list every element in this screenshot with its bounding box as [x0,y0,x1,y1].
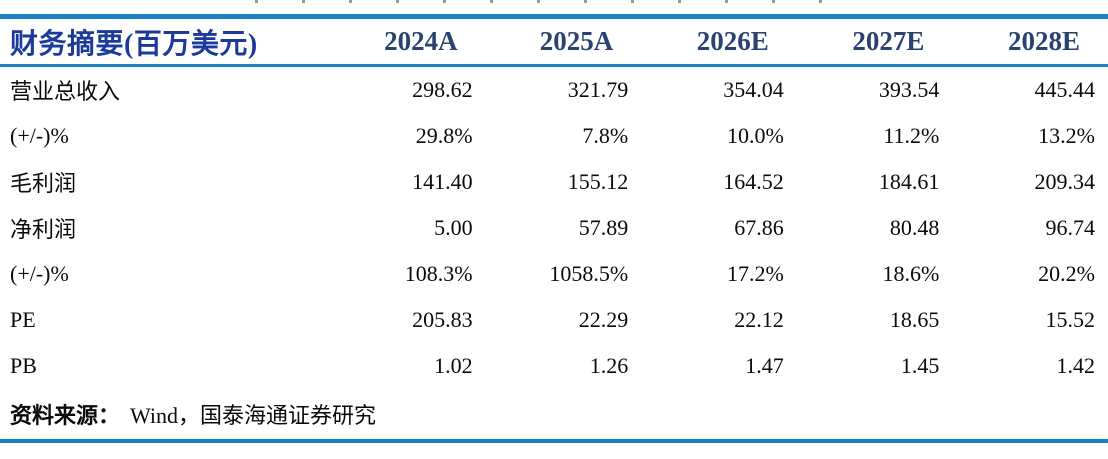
row-label: 营业总收入 [10,79,121,104]
cell-value: 7.8% [582,123,629,148]
row-label: PB [10,353,37,378]
clipped-text-remnant [0,0,1108,14]
table-row-gross-profit: 毛利润 141.40 155.12 164.52 184.61 209.34 [0,159,1108,205]
cell-value: 164.52 [723,169,784,194]
row-label: 毛利润 [10,171,77,196]
cell-value: 354.04 [723,77,784,102]
cell-value: 18.6% [882,261,940,286]
table-row-pe: PE 205.83 22.29 22.12 18.65 15.52 [0,297,1108,343]
table-row-revenue-growth: (+/-)% 29.8% 7.8% 10.0% 11.2% 13.2% [0,113,1108,159]
row-label: 净利润 [10,217,77,242]
cell-value: 321.79 [567,77,629,102]
cell-value: 67.86 [734,215,784,240]
cell-value: 22.12 [734,307,784,332]
cell-value: 80.48 [889,215,940,240]
cell-value: 20.2% [1038,261,1095,286]
table-header-row: 财务摘要(百万美元) 2024A 2025A 2026E 2027E 2028E [0,19,1108,64]
cell-value: 1.47 [745,353,784,378]
cell-value: 17.2% [726,261,784,286]
cell-value: 18.65 [889,307,940,332]
cell-value: 393.54 [878,77,940,102]
source-note: 资料来源： Wind，国泰海通证券研究 [0,389,1108,439]
cell-value: 298.62 [412,77,473,102]
row-label: (+/-)% [10,261,69,286]
cell-value: 184.61 [878,169,940,194]
cell-value: 209.34 [1034,169,1095,194]
top-divider [0,14,1108,19]
source-label: 资料来源： [10,403,121,428]
cell-value: 205.83 [412,307,473,332]
cell-value: 1058.5% [549,261,629,286]
table-row-pb: PB 1.02 1.26 1.47 1.45 1.42 [0,343,1108,389]
header-divider [0,64,1108,67]
cell-value: 15.52 [1045,307,1095,332]
cell-value: 108.3% [404,261,473,286]
cell-value: 96.74 [1045,215,1095,240]
cell-value: 445.44 [1034,77,1095,102]
table-title: 财务摘要(百万美元) [10,28,258,60]
cell-value: 1.26 [589,353,629,378]
cell-value: 22.29 [578,307,629,332]
column-header-2025A: 2025A [539,26,614,56]
cell-value: 11.2% [883,123,940,148]
bottom-divider [0,439,1108,443]
column-header-2028E: 2028E [1007,26,1080,56]
cell-value: 1.02 [434,353,473,378]
cell-value: 5.00 [434,215,473,240]
column-header-2027E: 2027E [852,26,925,56]
cell-value: 57.89 [578,215,629,240]
table-row-revenue: 营业总收入 298.62 321.79 354.04 393.54 445.44 [0,67,1108,113]
table-row-net-profit-growth: (+/-)% 108.3% 1058.5% 17.2% 18.6% 20.2% [0,251,1108,297]
cell-value: 1.42 [1056,353,1095,378]
column-header-2024A: 2024A [384,26,458,56]
cell-value: 13.2% [1038,123,1095,148]
cell-value: 141.40 [412,169,473,194]
table-row-net-profit: 净利润 5.00 57.89 67.86 80.48 96.74 [0,205,1108,251]
column-header-2026E: 2026E [696,26,769,56]
cell-value: 155.12 [567,169,629,194]
cell-value: 10.0% [726,123,784,148]
row-label: (+/-)% [10,123,69,148]
row-label: PE [10,307,36,332]
cell-value: 1.45 [900,353,940,378]
cell-value: 29.8% [415,123,473,148]
source-text: Wind，国泰海通证券研究 [130,403,377,428]
